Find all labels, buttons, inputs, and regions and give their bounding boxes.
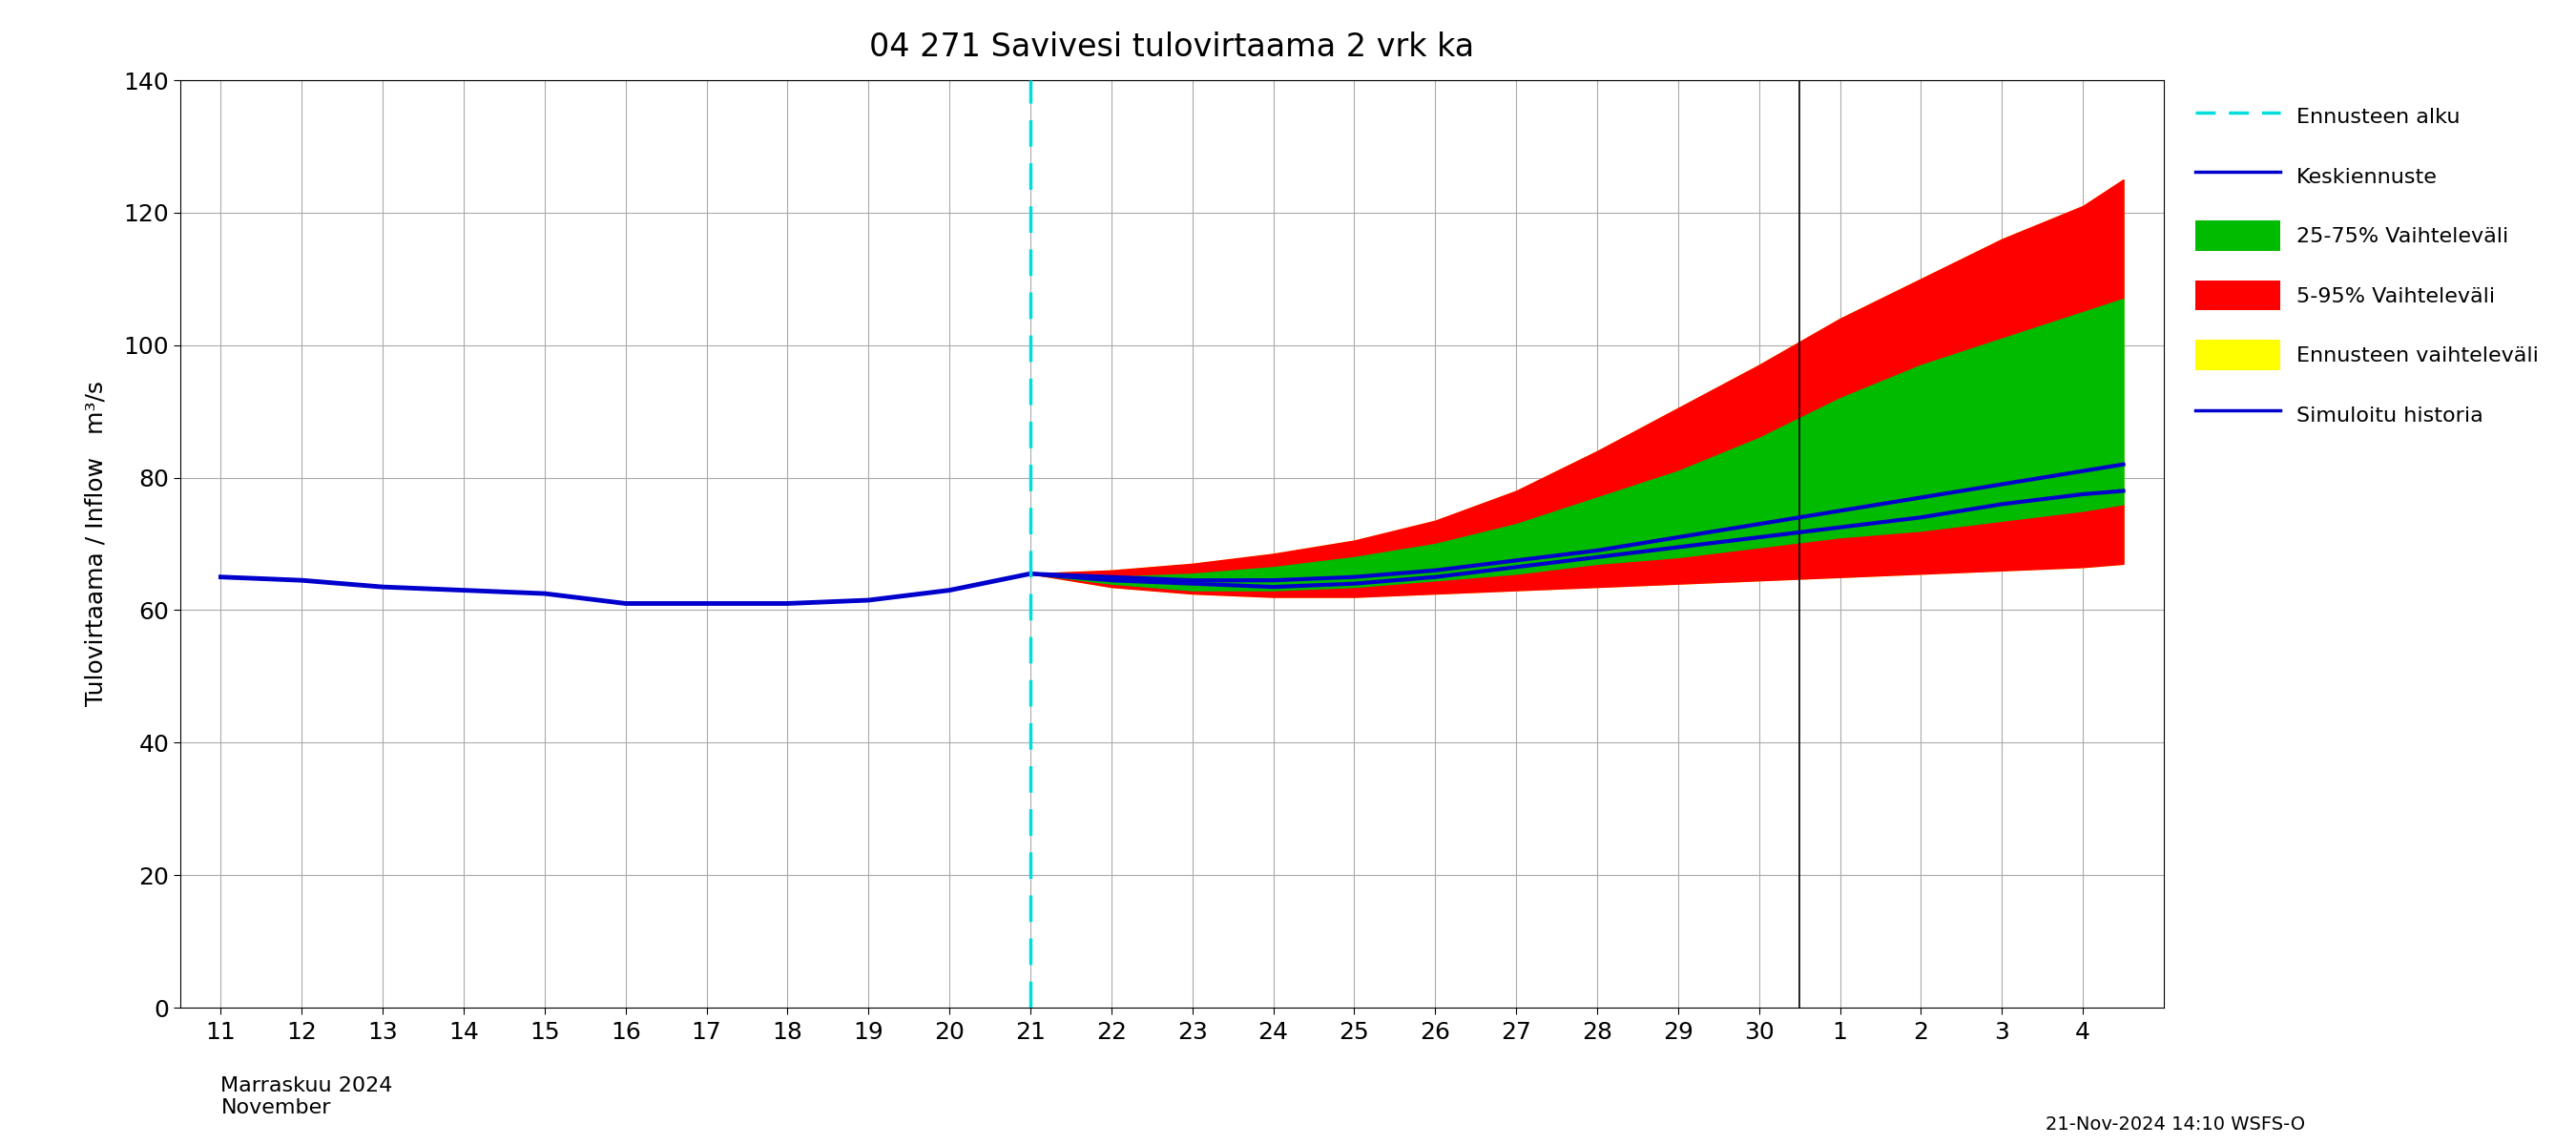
Text: 21-Nov-2024 14:10 WSFS-O: 21-Nov-2024 14:10 WSFS-O (2045, 1115, 2306, 1134)
Y-axis label: Tulovirtaama / Inflow   m³/s: Tulovirtaama / Inflow m³/s (85, 381, 108, 706)
Title: 04 271 Savivesi tulovirtaama 2 vrk ka: 04 271 Savivesi tulovirtaama 2 vrk ka (871, 31, 1473, 63)
Legend: Ennusteen alku, Keskiennuste, 25-75% Vaihteleväli, 5-95% Vaihteleväli, Ennusteen: Ennusteen alku, Keskiennuste, 25-75% Vai… (2184, 90, 2550, 441)
Text: Marraskuu 2024
November: Marraskuu 2024 November (222, 1076, 394, 1118)
